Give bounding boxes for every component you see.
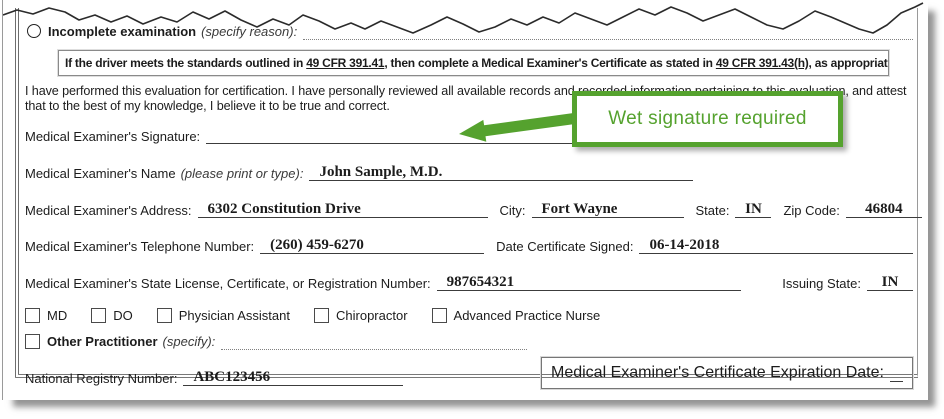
checkbox-other-practitioner[interactable] [25,333,40,349]
checkbox-advanced-practice-nurse[interactable] [431,308,447,323]
license-value: 987654321 [446,274,515,290]
incomplete-examination-radio[interactable] [27,23,41,38]
checkbox-do[interactable] [91,308,107,323]
name-value: John Sample, M.D. [319,164,443,180]
address-row: Medical Examiner's Address: 6302 Constit… [25,200,922,218]
registry-label: National Registry Number: [25,371,178,386]
certificate-expiration-box: Medical Examiner's Certificate Expiratio… [541,357,913,389]
practitioner-type-advanced-practice-nurse: Advanced Practice Nurse [431,308,601,323]
cfr-directive-box: If the driver meets the standards outlin… [58,50,889,76]
expiration-label: Medical Examiner's Certificate Expiratio… [551,364,884,381]
name-row: Medical Examiner's Name (please print or… [25,163,913,181]
signature-label: Medical Examiner's Signature: [25,129,201,144]
checkbox-chiropractor-label: Chiropractor [336,308,408,323]
other-specify-hint: (specify): [162,333,216,349]
city-value: Fort Wayne [541,201,618,217]
checkbox-physician-assistant-label: Physician Assistant [178,308,290,323]
address-value: 6302 Constitution Drive [207,201,361,217]
state-field[interactable]: IN [735,200,772,218]
license-row: Medical Examiner's State License, Certif… [25,273,913,291]
phone-label: Medical Examiner's Telephone Number: [25,239,255,254]
issuing-state-label: Issuing State: [782,276,861,291]
checkbox-md[interactable] [25,308,40,323]
zip-label: Zip Code: [783,203,840,218]
incomplete-examination-row: Incomplete examination (specify reason): [25,22,913,40]
document-page: Incomplete examination (specify reason):… [2,0,928,400]
name-hint: (please print or type): [180,166,304,181]
practitioner-type-physician-assistant: Physician Assistant [156,308,290,323]
directive-text-1: If the driver meets the standards outlin… [65,56,307,70]
name-label: Medical Examiner's Name [25,166,176,181]
specify-reason-hint: (specify reason): [201,23,298,39]
checkbox-physician-assistant[interactable] [156,308,172,323]
issuing-state-value: IN [881,274,899,290]
other-specify-line[interactable] [221,332,528,350]
phone-value: (260) 459-6270 [270,237,364,253]
torn-paper-edge [3,2,924,34]
reason-line[interactable] [303,22,913,40]
date-signed-value: 06-14-2018 [649,237,720,253]
issuing-state-field[interactable]: IN [867,273,913,291]
medical-examiner-form-section: Incomplete examination (specify reason):… [15,8,922,389]
directive-text-2: , then complete a Medical Examiner's Cer… [384,56,716,70]
practitioner-type-chiropractor: Chiropractor [314,308,408,323]
signature-row: Medical Examiner's Signature: [25,126,913,144]
other-practitioner-label: Other Practitioner [47,333,158,349]
directive-text-3: , as appropriate. [808,56,889,70]
phone-row: Medical Examiner's Telephone Number: (26… [25,236,913,254]
wet-signature-annotation: Wet signature required [572,91,843,147]
cfr-391-43h-reference: 49 CFR 391.43(h) [715,56,809,70]
address-field[interactable]: 6302 Constitution Drive [197,200,488,218]
practitioner-type-md: MD [25,308,67,323]
city-label: City: [499,203,526,218]
incomplete-examination-label: Incomplete examination [48,23,197,39]
zip-value: 46804 [865,201,903,217]
registry-field[interactable]: ABC123456 [183,368,404,386]
practitioner-type-do: DO [91,308,133,323]
date-signed-field[interactable]: 06-14-2018 [639,236,913,254]
state-value: IN [745,201,762,217]
checkbox-md-label: MD [47,308,68,323]
registry-value: ABC123456 [193,369,271,385]
bottom-row: National Registry Number: ABC123456 Medi… [25,357,913,389]
license-label: Medical Examiner's State License, Certif… [25,276,431,291]
phone-field[interactable]: (260) 459-6270 [260,236,485,254]
cfr-391-41-reference: 49 CFR 391.41 [306,56,385,70]
checkbox-advanced-practice-nurse-label: Advanced Practice Nurse [453,308,601,323]
state-label: State: [695,203,730,218]
wet-signature-annotation-text: Wet signature required [608,108,807,129]
city-field[interactable]: Fort Wayne [531,200,684,218]
other-practitioner-row: Other Practitioner (specify): [25,332,913,350]
registry-group: National Registry Number: ABC123456 [25,368,404,386]
checkbox-do-label: DO [113,308,133,323]
zip-field[interactable]: 46804 [845,200,922,218]
license-field[interactable]: 987654321 [436,273,741,291]
address-label: Medical Examiner's Address: [25,203,192,218]
checkbox-chiropractor[interactable] [314,308,329,323]
practitioner-type-row: MD DO Physician Assistant Chiropractor A… [25,308,913,323]
name-field[interactable]: John Sample, M.D. [309,163,694,181]
date-signed-label: Date Certificate Signed: [496,239,634,254]
expiration-date-field[interactable] [889,364,903,382]
signature-line[interactable] [206,126,637,144]
